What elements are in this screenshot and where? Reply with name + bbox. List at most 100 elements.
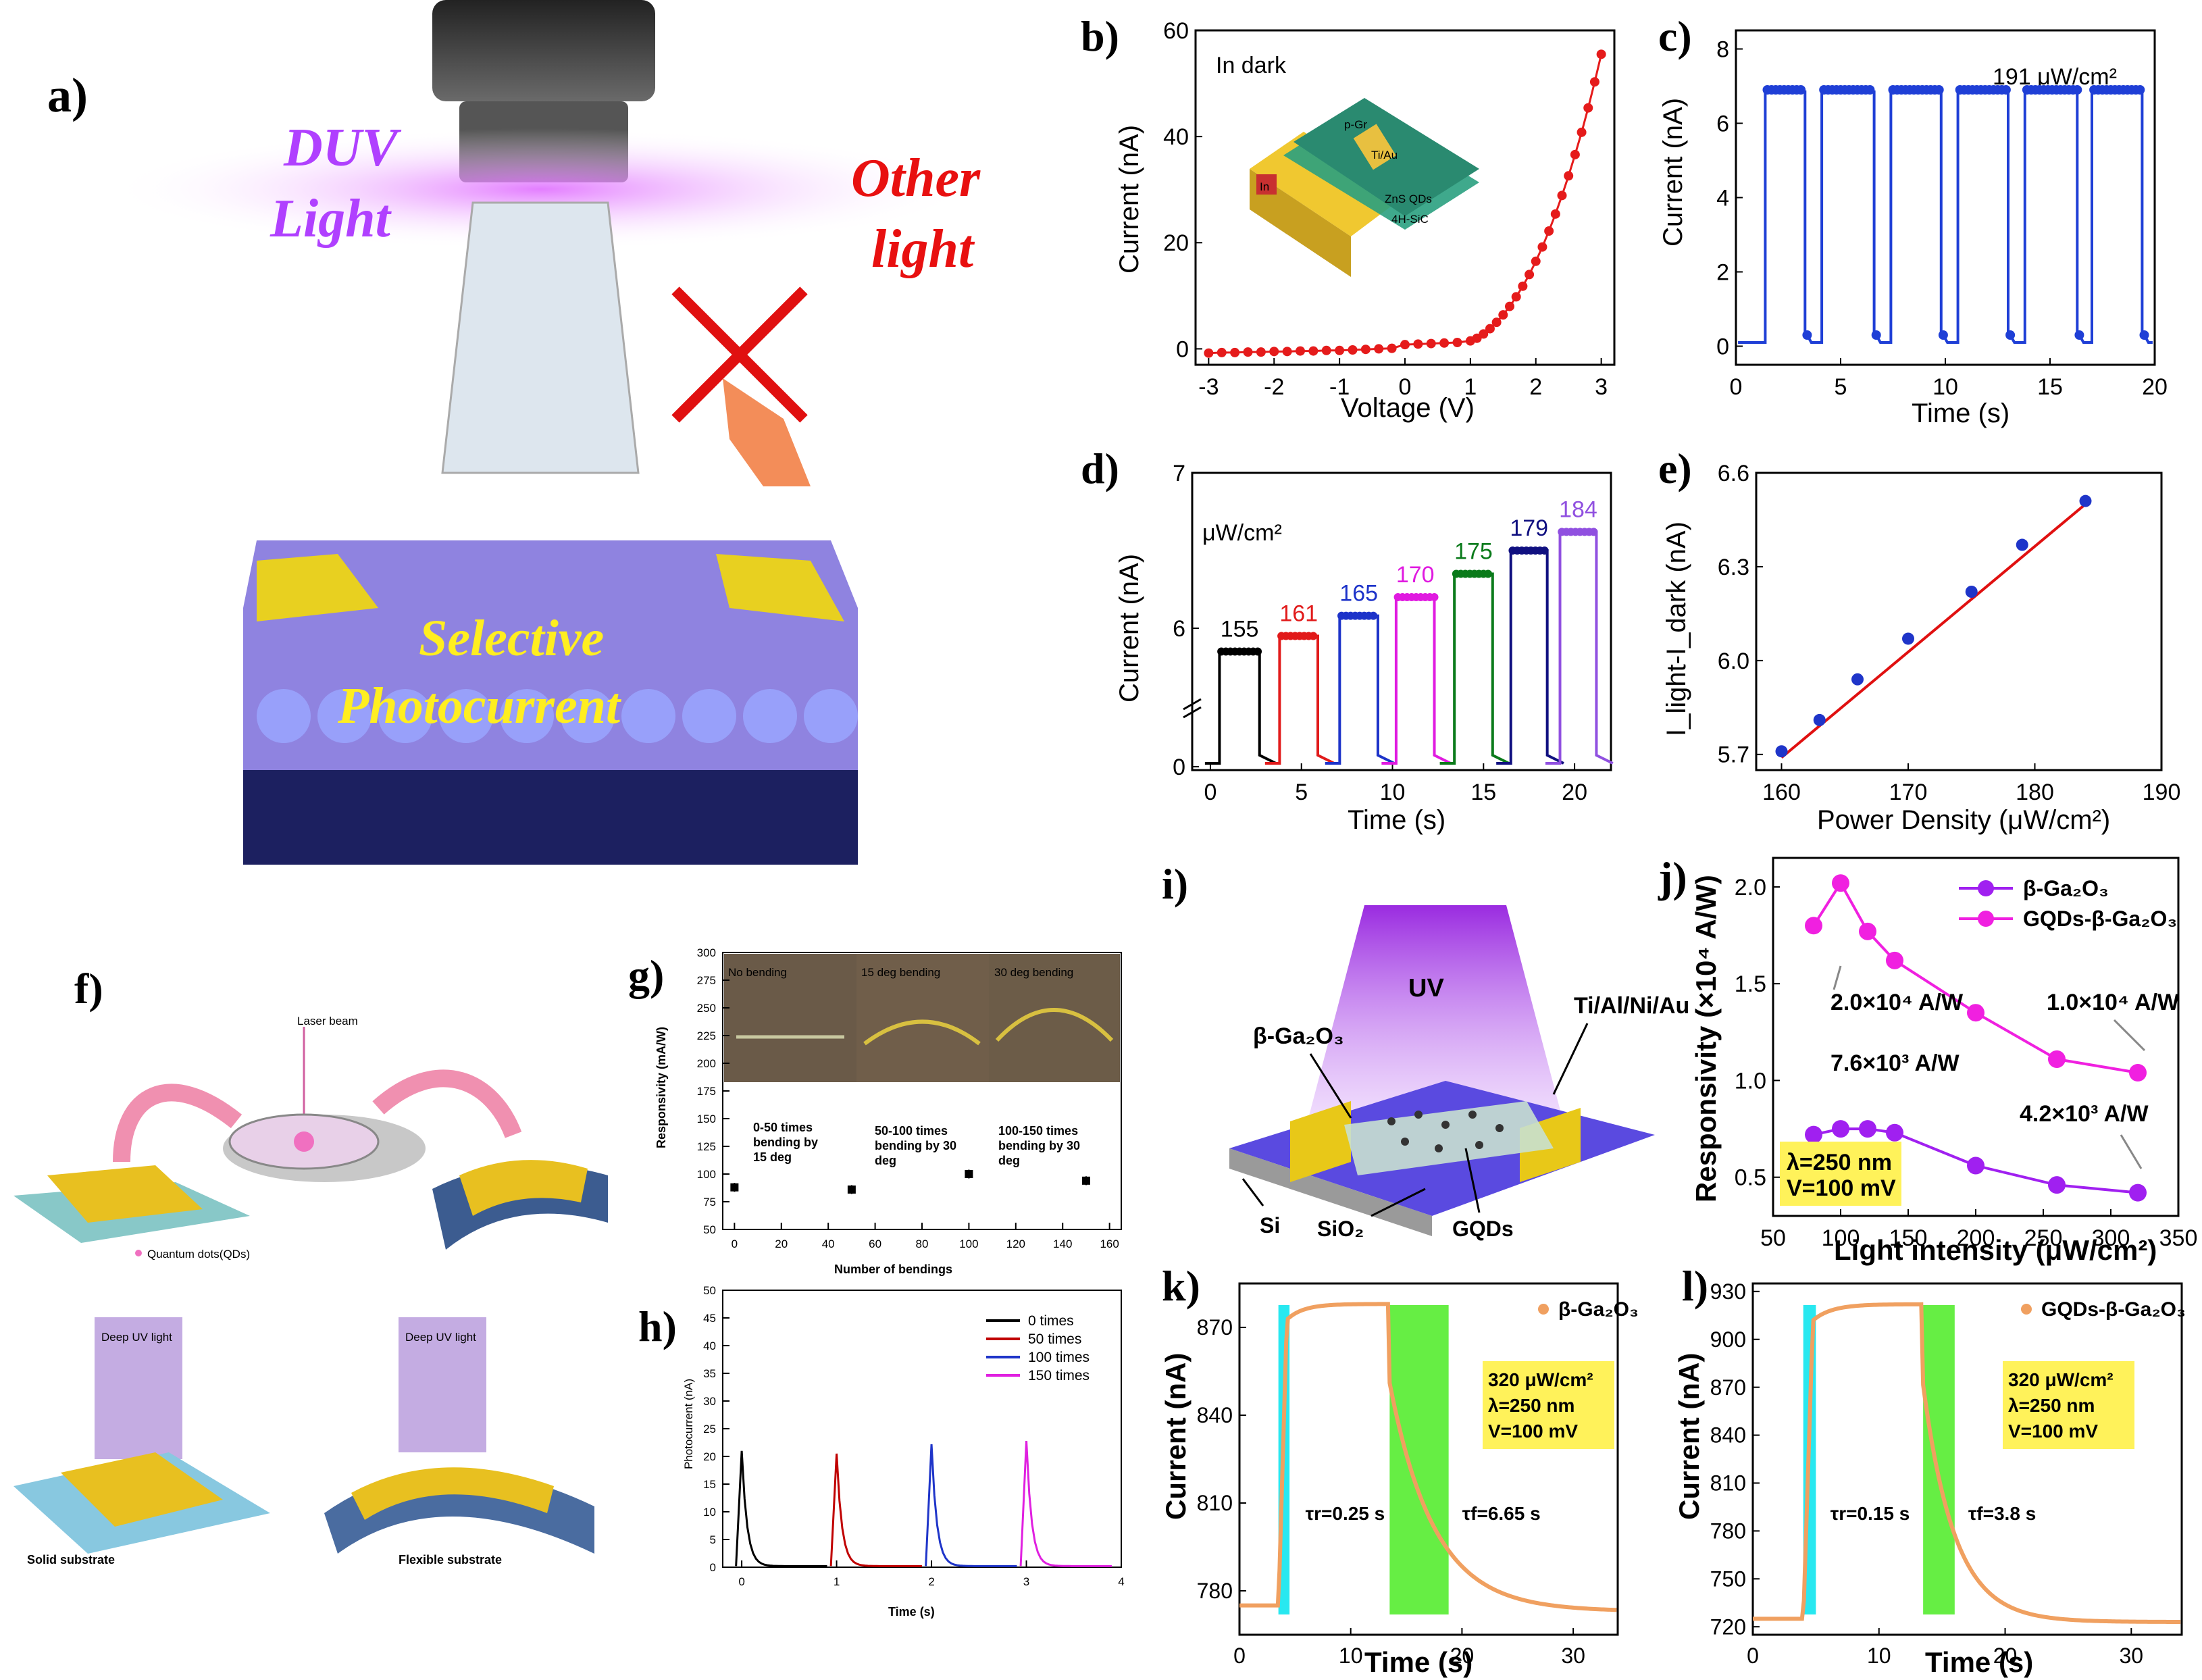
on-point	[1796, 85, 1806, 95]
on-point	[1934, 85, 1944, 95]
y-tick-label: 45	[703, 1312, 716, 1325]
series-label: 184	[1559, 497, 1597, 522]
off-point	[2139, 330, 2149, 340]
panel-f: f) Laser beam Quantum dots(QDs) Deep UV …	[14, 965, 608, 1567]
photo-strip-15	[863, 1019, 981, 1046]
legend-marker	[2021, 1304, 2032, 1315]
iv-point	[1204, 348, 1214, 358]
pulse-150 times	[1019, 1440, 1112, 1567]
x-tick-label: 10	[1339, 1644, 1363, 1668]
data-point	[2016, 538, 2028, 551]
off-point	[1802, 330, 1812, 340]
photo-strip-30	[995, 1008, 1114, 1042]
series-point	[2129, 1183, 2147, 1202]
iv-point	[1596, 49, 1606, 59]
iv-point	[1308, 346, 1318, 356]
data-point	[1965, 586, 1978, 598]
series-point	[1484, 569, 1493, 578]
y-tick-label: 810	[1197, 1491, 1233, 1515]
axis-ticks-d: 0 5 10 15 20 0 6 7	[1173, 461, 1587, 805]
series-k: β-Ga₂O₃ 320 μW/cm² λ=250 nm V=100 mV τr=0.25…	[1239, 1298, 1639, 1614]
condition-box	[2003, 1361, 2134, 1449]
series-label: 155	[1221, 617, 1259, 642]
condition-line: 320 μW/cm²	[1488, 1369, 1593, 1390]
x-tick-label: 1	[1464, 374, 1477, 400]
x-tick-label: 20	[775, 1238, 788, 1250]
series-point	[2048, 1050, 2066, 1068]
panel-label-e: e)	[1658, 444, 1692, 492]
y-tick-label: 250	[697, 1002, 716, 1015]
y-tick-label: 870	[1197, 1315, 1233, 1340]
annot-j-2: 7.6×10³ A/W	[1830, 1050, 1960, 1076]
y-tick-label: 750	[1710, 1567, 1746, 1591]
ylabel-e: I_light-I_dark (nA)	[1662, 521, 1691, 736]
axis-ticks-b: -3 -2 -1 0 1 2 3 0 20 40 60	[1163, 18, 1608, 400]
inset-pgr-label: p-Gr	[1344, 118, 1367, 131]
iv-point	[1577, 127, 1587, 137]
electrode-right	[716, 554, 844, 621]
series-point	[1805, 1125, 1822, 1144]
inset-b: p-Gr Ti/Au ZnS QDs 4H-SiC In	[1250, 98, 1479, 277]
other-text: Other	[851, 149, 981, 208]
y-tick-label: 2.0	[1735, 875, 1766, 900]
photo-label-0: No bending	[728, 966, 787, 979]
x-tick-label: -1	[1329, 374, 1350, 400]
iv-point	[1531, 256, 1541, 266]
plot-frame-k	[1238, 1282, 1619, 1636]
on-point	[2001, 85, 2011, 95]
y-tick-label: 1.5	[1735, 971, 1766, 997]
y-tick-label: 10	[703, 1506, 716, 1519]
annot-j-arrow-1	[2113, 1019, 2146, 1052]
y-tick-label: 8	[1716, 36, 1729, 62]
annotation-b: In dark	[1216, 53, 1287, 78]
duv-beam-flex	[399, 1317, 486, 1452]
ga2o3-pointer	[1309, 1053, 1352, 1119]
x-tick-label: 10	[1380, 780, 1406, 805]
light-text: Light	[270, 189, 392, 249]
data-point	[2079, 494, 2092, 507]
off-point	[1871, 330, 1881, 340]
photocurrent-text: Photocurrent	[337, 678, 622, 734]
series-label: 175	[1454, 539, 1493, 565]
device-substrate	[243, 770, 858, 865]
y-tick-label: 125	[697, 1140, 716, 1153]
xlabel-h: Time (s)	[888, 1605, 935, 1619]
x-tick-label: 180	[2016, 780, 2054, 805]
y-tick-label: 900	[1710, 1327, 1746, 1352]
plot-frame-e	[1755, 472, 2163, 771]
x-tick-label: 350	[2159, 1225, 2198, 1251]
metal-label: Ti/Al/Ni/Au	[1574, 993, 1689, 1019]
x-tick-label: 0	[1233, 1644, 1246, 1668]
y-tick-label: 20	[1163, 230, 1189, 256]
x-tick-label: 200	[1957, 1225, 1995, 1251]
electrodes-flex	[459, 1160, 588, 1216]
legend-label: β-Ga₂O₃	[1558, 1298, 1639, 1321]
iv-point	[1230, 347, 1240, 357]
x-tick-label: 10	[1867, 1644, 1891, 1668]
legend-label: 100 times	[1028, 1350, 1090, 1365]
condition-line: 320 μW/cm²	[2008, 1369, 2114, 1390]
series-point	[1832, 1120, 1849, 1138]
y-tick-label: 15	[703, 1478, 716, 1491]
panel-i: i) UV β-Ga₂O₃ Ti/Al/Ni/Au Si SiO₂ GQDs	[1162, 860, 1689, 1241]
fall-band	[1923, 1305, 1955, 1614]
y-tick-label: 780	[1710, 1519, 1746, 1544]
x-tick-label: 50	[1760, 1225, 1786, 1251]
x-tick-label: 5	[1295, 780, 1308, 805]
series-184	[1545, 530, 1614, 765]
y-tick-label: 40	[1163, 124, 1189, 150]
annot-j-0: 2.0×10⁴ A/W	[1830, 990, 1964, 1015]
y-tick-label: 75	[703, 1196, 716, 1208]
data-point	[847, 1185, 856, 1194]
y-tick-label: 25	[703, 1423, 716, 1435]
iv-point	[1525, 270, 1535, 280]
xlabel-c: Time (s)	[1912, 399, 2009, 428]
xlabel-l: Time (s)	[1925, 1646, 2033, 1678]
y-tick-label: 4	[1716, 185, 1729, 211]
note-g-4: bending by 30	[875, 1139, 956, 1152]
y-tick-label: 300	[697, 946, 716, 959]
fit-line	[1781, 503, 2086, 759]
x-tick-label: 15	[1470, 780, 1496, 805]
x-tick-label: 40	[822, 1238, 835, 1250]
